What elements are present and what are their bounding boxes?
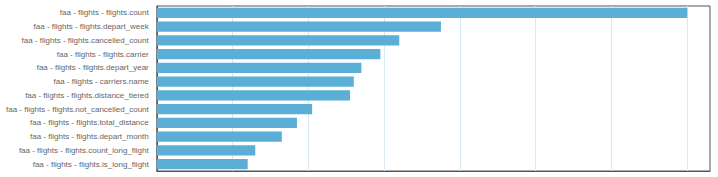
- svg-text:faa - flights - flights.carrie: faa - flights - flights.carrier: [57, 50, 149, 59]
- svg-text:faa - flights - flights.cancel: faa - flights - flights.cancelled_count: [22, 36, 150, 45]
- svg-text:faa - flights - flights.depart: faa - flights - flights.depart_week: [34, 22, 150, 31]
- svg-text:faa - flights - flights.depart: faa - flights - flights.depart_month: [30, 132, 149, 141]
- svg-text:faa - flights - flights.total_: faa - flights - flights.total_distance: [30, 118, 149, 127]
- svg-text:faa - flights - flights.count_: faa - flights - flights.count_long_fligh…: [19, 146, 150, 155]
- svg-text:faa - flights - flights.depart: faa - flights - flights.depart_year: [37, 63, 149, 72]
- svg-text:faa - flights - flights.is_lon: faa - flights - flights.is_long_flight: [33, 160, 150, 169]
- svg-text:faa - flights - flights.distan: faa - flights - flights.distance_tiered: [25, 91, 149, 100]
- svg-text:faa - flights - flights.not_ca: faa - flights - flights.not_cancelled_co…: [6, 105, 150, 114]
- svg-text:faa - flights - carriers.name: faa - flights - carriers.name: [54, 77, 150, 86]
- svg-text:faa - flights - flights.count: faa - flights - flights.count: [60, 8, 150, 17]
